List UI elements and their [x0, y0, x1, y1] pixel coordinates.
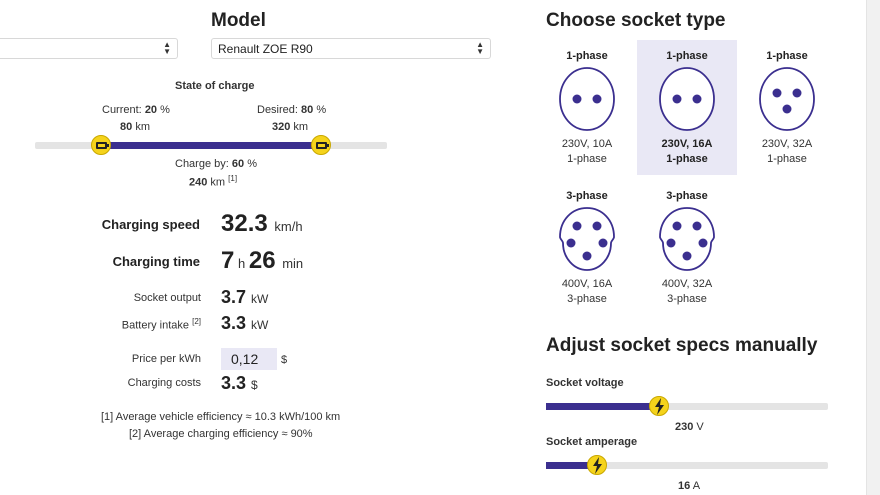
- three-pin-socket-icon: [759, 67, 815, 131]
- socket-amperage-label: Socket amperage: [546, 436, 638, 448]
- make-select[interactable]: ▲ ▼: [0, 38, 178, 59]
- socket-amperage-track[interactable]: [546, 462, 828, 469]
- model-select[interactable]: Renault ZOE R90 ▲ ▼: [211, 38, 491, 59]
- socket-type-heading: Choose socket type: [546, 10, 726, 31]
- desired-charge-label: Desired: 80 %: [257, 104, 327, 116]
- state-of-charge-fill: [101, 142, 321, 149]
- charging-speed-label: Charging speed: [101, 217, 200, 232]
- select-arrows-icon: ▲ ▼: [476, 40, 484, 56]
- socket-output-label: Socket output: [133, 292, 201, 304]
- socket-option-400v-16a[interactable]: 3-phase 400V, 16A 3-phase: [537, 180, 637, 310]
- model-select-value: Renault ZOE R90: [218, 42, 313, 56]
- lightning-icon: [654, 398, 664, 415]
- two-pin-socket-icon: [559, 67, 615, 131]
- battery-intake-label: Battery intake [2]: [121, 317, 201, 332]
- scrollbar[interactable]: [866, 0, 880, 495]
- charging-costs-value: 3.3 $: [221, 373, 258, 393]
- socket-option-230v-16a[interactable]: 1-phase 230V, 16A 1-phase: [637, 40, 737, 175]
- socket-option-230v-32a[interactable]: 1-phase 230V, 32A 1-phase: [737, 40, 837, 175]
- charging-time-value: 7 h 26 min: [221, 247, 304, 274]
- current-charge-label: Current: 20 %: [102, 104, 170, 116]
- charging-time-label: Charging time: [112, 254, 200, 269]
- five-pin-socket-icon: [559, 207, 615, 271]
- price-per-kwh-input[interactable]: 0,12: [221, 348, 277, 370]
- price-per-kwh-label: Price per kWh: [131, 353, 201, 365]
- socket-voltage-track[interactable]: [546, 403, 828, 410]
- battery-intake-value: 3.3 kW: [221, 313, 269, 333]
- socket-voltage-value: 230 V: [675, 421, 704, 433]
- lightning-icon: [592, 457, 602, 474]
- socket-output-value: 3.7 kW: [221, 287, 269, 307]
- battery-icon: [96, 142, 109, 149]
- two-pin-socket-icon: [659, 67, 715, 131]
- footnote-1: [1] Average vehicle efficiency ≈ 10.3 kW…: [101, 411, 341, 423]
- socket-voltage-label: Socket voltage: [546, 377, 624, 389]
- current-charge-handle[interactable]: [91, 135, 111, 155]
- socket-amperage-value: 16 A: [678, 480, 701, 492]
- charging-speed-value: 32.3 km/h: [221, 210, 303, 237]
- charge-by-range: 240 km [1]: [189, 174, 238, 189]
- socket-amperage-fill: [546, 462, 597, 469]
- desired-charge-handle[interactable]: [311, 135, 331, 155]
- desired-range-label: 320 km: [272, 121, 309, 133]
- select-arrows-icon: ▲ ▼: [163, 40, 171, 56]
- manual-specs-heading: Adjust socket specs manually: [546, 335, 818, 356]
- socket-voltage-fill: [546, 403, 659, 410]
- battery-icon: [316, 142, 329, 149]
- charge-by-label: Charge by: 60 %: [175, 158, 257, 170]
- state-of-charge-title: State of charge: [175, 80, 255, 92]
- charging-costs-label: Charging costs: [127, 377, 201, 389]
- five-pin-socket-icon: [659, 207, 715, 271]
- socket-option-230v-10a[interactable]: 1-phase 230V, 10A 1-phase: [537, 40, 637, 175]
- socket-voltage-handle[interactable]: [648, 396, 669, 416]
- current-range-label: 80 km: [120, 121, 150, 133]
- price-currency: $: [281, 354, 288, 366]
- footnote-2: [2] Average charging efficiency ≈ 90%: [129, 428, 313, 440]
- socket-amperage-handle[interactable]: [586, 455, 607, 475]
- socket-option-400v-32a[interactable]: 3-phase 400V, 32A 3-phase: [637, 180, 737, 310]
- model-heading: Model: [211, 10, 266, 31]
